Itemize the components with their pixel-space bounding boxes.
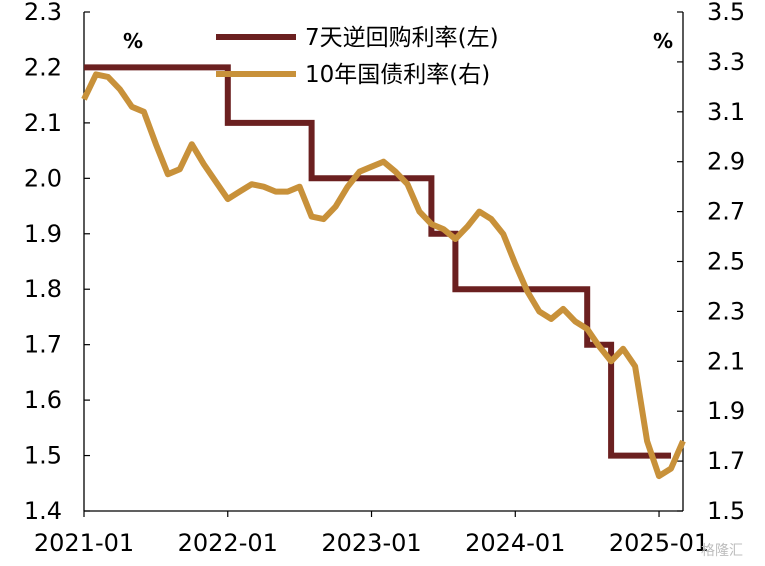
left-tick-label: 1.7 [24,331,62,359]
left-tick-label: 2.1 [24,109,62,137]
legend-label-1: 7天逆回购利率(左) [305,25,499,51]
right-tick-label: 1.9 [707,397,745,425]
x-tick-label: 2023-01 [321,529,421,557]
right-tick-label: 2.9 [707,148,745,176]
x-tick-label: 2021-01 [34,529,134,557]
right-unit-label: % [653,29,673,53]
x-tick-label: 2024-01 [465,529,565,557]
right-tick-label: 1.5 [707,497,745,525]
left-tick-label: 2.0 [24,164,62,192]
left-tick-label: 1.6 [24,386,62,414]
series-line-1 [84,64,671,459]
right-tick-label: 3.5 [707,0,745,26]
left-tick-label: 1.8 [24,275,62,303]
series-line-2 [81,71,686,480]
right-tick-label: 2.5 [707,248,745,276]
left-unit-label: % [123,29,143,53]
right-tick-label: 3.1 [707,98,745,126]
series-layer [81,64,686,480]
left-tick-label: 1.4 [24,497,62,525]
right-tick-label: 3.3 [707,48,745,76]
right-tick-label: 2.3 [707,297,745,325]
right-tick-label: 2.1 [707,347,745,375]
watermark: 格隆汇 [701,543,743,559]
axes: 1.4 1.5 1.6 1.7 1.8 1.9 2.0 2.1 2.2 2.3 1.5 1.7 1.9 2… [24,0,745,557]
legend-label-2: 10年国债利率(右) [305,62,490,88]
x-tick-label: 2022-01 [178,529,278,557]
left-tick-label: 1.9 [24,220,62,248]
x-tick-label: 2025-01 [609,529,709,557]
left-tick-label: 1.5 [24,442,62,470]
left-tick-label: 2.2 [24,53,62,81]
right-tick-label: 2.7 [707,198,745,226]
left-tick-label: 2.3 [24,0,62,26]
legend: 7天逆回购利率(左) 10年国债利率(右) [216,25,499,88]
right-tick-label: 1.7 [707,447,745,475]
